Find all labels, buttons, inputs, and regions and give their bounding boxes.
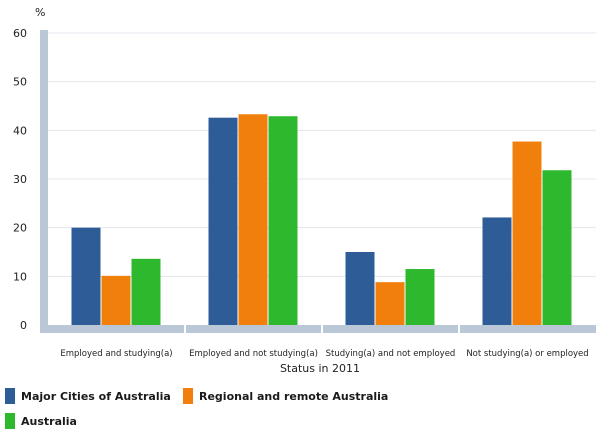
- bar: [345, 252, 375, 325]
- y-tick-label: 30: [13, 173, 27, 186]
- bar: [71, 227, 101, 325]
- x-axis-separator: [458, 325, 460, 333]
- y-axis-bar: [40, 30, 48, 332]
- bar: [542, 170, 572, 325]
- legend: Major Cities of Australia Regional and r…: [5, 388, 595, 432]
- y-tick-labels: 0 10 20 30 40 50 60: [13, 27, 27, 332]
- x-axis-bar: [40, 325, 596, 333]
- legend-item-australia: Australia: [5, 413, 77, 429]
- legend-swatch: [183, 388, 193, 404]
- bar: [101, 275, 131, 325]
- x-tick-label: Employed and studying(a): [60, 349, 172, 359]
- legend-label: Major Cities of Australia: [21, 389, 171, 403]
- y-tick-label: 20: [13, 222, 27, 235]
- x-tick-label: Not studying(a) or employed: [466, 349, 588, 359]
- x-axis-label: Status in 2011: [280, 362, 360, 375]
- y-tick-label: 40: [13, 124, 27, 137]
- legend-label: Australia: [21, 414, 77, 428]
- legend-item-major-cities: Major Cities of Australia: [5, 388, 171, 404]
- x-tick-label: Employed and not studying(a): [189, 349, 318, 359]
- legend-swatch: [5, 413, 15, 429]
- y-tick-label: 0: [20, 319, 27, 332]
- legend-item-regional-remote: Regional and remote Australia: [183, 388, 388, 404]
- x-axis-separator: [184, 325, 186, 333]
- legend-label: Regional and remote Australia: [199, 389, 389, 403]
- y-tick-label: 50: [13, 76, 27, 89]
- legend-swatch: [5, 388, 15, 404]
- y-axis-label: %: [35, 6, 45, 19]
- bar: [405, 269, 435, 325]
- bar: [512, 141, 542, 325]
- bar: [268, 116, 298, 325]
- bar: [482, 217, 512, 325]
- bars: [71, 114, 572, 326]
- y-tick-label: 10: [13, 270, 27, 283]
- x-tick-label: Studying(a) and not employed: [326, 349, 456, 359]
- x-tick-labels: Employed and studying(a) Employed and not…: [60, 349, 588, 359]
- bar: [131, 258, 161, 325]
- x-axis-separators: [184, 325, 460, 333]
- bar: [208, 117, 238, 326]
- bar: [375, 282, 405, 325]
- bar: [238, 114, 268, 325]
- y-tick-label: 60: [13, 27, 27, 40]
- x-axis-separator: [321, 325, 323, 333]
